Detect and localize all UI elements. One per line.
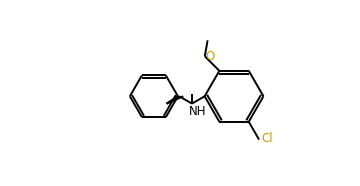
Text: NH: NH xyxy=(189,105,206,118)
Text: O: O xyxy=(206,50,215,63)
Text: Cl: Cl xyxy=(261,132,273,145)
